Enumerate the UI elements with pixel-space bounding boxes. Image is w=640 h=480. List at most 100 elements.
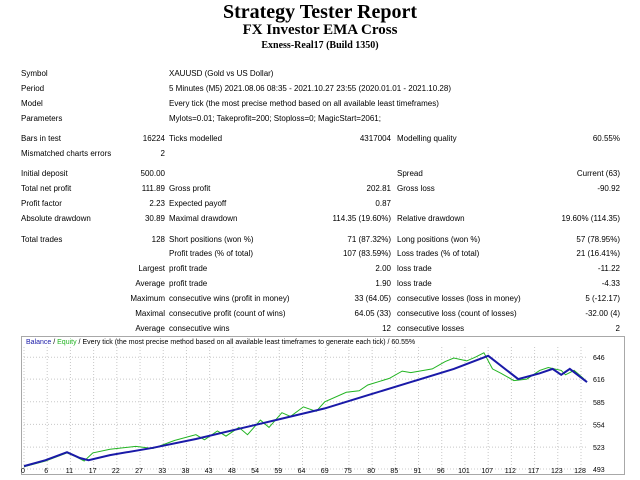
x-tick-label: 54 — [251, 468, 259, 475]
x-axis-labels: 0 6 11 17 22 27 33 38 43 48 54 59 64 69 75 80 85 91 96 101 1… — [21, 468, 623, 480]
y-tick-label: 585 — [593, 400, 605, 407]
expected-payoff-value: 0.87 — [375, 199, 391, 208]
largest-loss-trade-value: -11.22 — [597, 264, 620, 273]
quality-label: Modelling quality — [397, 134, 457, 143]
x-tick-label: 11 — [65, 468, 74, 475]
average-consecutive-losses-label: consecutive losses — [397, 324, 465, 333]
maximal-drawdown-value: 114.35 (19.60%) — [332, 214, 391, 223]
x-tick-label: 22 — [111, 468, 120, 475]
x-tick-label: 48 — [227, 468, 236, 475]
x-tick-label: 128 — [574, 468, 586, 475]
period-value: 5 Minutes (M5) 2021.08.06 08:35 - 2021.1… — [169, 84, 451, 93]
net-profit-value: 111.89 — [141, 184, 165, 193]
deposit-label: Initial deposit — [21, 169, 68, 178]
x-tick-label: 38 — [181, 468, 190, 475]
average-profit-trade-value: 1.90 — [375, 279, 391, 288]
expected-payoff-label: Expected payoff — [169, 199, 227, 208]
x-tick-label: 27 — [135, 468, 143, 475]
gross-profit-label: Gross profit — [169, 184, 211, 193]
x-tick-label: 75 — [344, 468, 352, 475]
maximal-consecutive-loss-label: consecutive loss (count of losses) — [397, 309, 517, 318]
max-consecutive-wins-value: 33 (64.05) — [354, 294, 391, 303]
largest-profit-trade-value: 2.00 — [375, 264, 391, 273]
spread-label: Spread — [397, 169, 423, 178]
y-tick-label: 554 — [593, 422, 605, 429]
average-profit-trade-label: profit trade — [169, 279, 208, 288]
average-consecutive-wins-value: 12 — [382, 324, 391, 333]
x-tick-label: 123 — [550, 468, 563, 475]
absolute-drawdown-label: Absolute drawdown — [21, 214, 91, 223]
model-label: Model — [21, 99, 43, 108]
max-consecutive-wins-label: consecutive wins (profit in money) — [169, 294, 290, 303]
maximal-consecutive-profit-label: consecutive profit (count of wins) — [169, 309, 286, 318]
maximal-consecutive-profit-value: 64.05 (33) — [354, 309, 391, 318]
maximal-label: Maximal — [135, 309, 165, 318]
x-tick-label: 17 — [88, 468, 97, 475]
relative-drawdown-value: 19.60% (114.35) — [561, 214, 620, 223]
x-tick-label: 117 — [527, 468, 540, 475]
x-tick-label: 96 — [436, 468, 445, 475]
ticks-value: 4317004 — [359, 134, 391, 143]
long-positions-label: Long positions (won %) — [397, 235, 481, 244]
largest-profit-trade-label: profit trade — [169, 264, 208, 273]
x-tick-label: 0 — [21, 468, 25, 475]
legend-description: / Every tick (the most precise method ba… — [76, 339, 416, 346]
spread-value: Current (63) — [576, 169, 620, 178]
mismatch-value: 2 — [160, 149, 165, 158]
average-label: Average — [135, 279, 165, 288]
short-positions-value: 71 (87.32%) — [347, 235, 391, 244]
mismatch-label: Mismatched charts errors — [21, 149, 112, 158]
expert-name: FX Investor EMA Cross — [242, 22, 398, 38]
maximal-consecutive-loss-value: -32.00 (4) — [585, 309, 620, 318]
gross-loss-value: -90.92 — [597, 184, 620, 193]
x-tick-label: 43 — [204, 468, 213, 475]
model-value: Every tick (the most precise method base… — [169, 99, 439, 108]
deposit-value: 500.00 — [140, 169, 165, 178]
x-tick-label: 91 — [413, 468, 422, 475]
report-title: Strategy Tester Report — [222, 1, 418, 23]
balance-line — [23, 354, 588, 468]
profit-trades-label: Profit trades (% of total) — [169, 249, 254, 258]
x-tick-label: 101 — [458, 468, 470, 475]
quality-value: 60.55% — [592, 134, 620, 143]
y-tick-label: 523 — [593, 445, 605, 452]
total-trades-value: 128 — [151, 235, 165, 244]
largest-loss-trade-label: loss trade — [397, 264, 432, 273]
balance-equity-chart: 493 523 554 585 616 646 Balance / Equity / Ev… — [21, 336, 625, 475]
average-loss-trade-label: loss trade — [397, 279, 432, 288]
y-tick-label: 616 — [593, 377, 605, 384]
average-consecutive-losses-value: 2 — [615, 324, 620, 333]
relative-drawdown-label: Relative drawdown — [397, 214, 465, 223]
equity-line — [23, 352, 588, 468]
average-loss-trade-value: -4.33 — [601, 279, 620, 288]
long-positions-value: 57 (78.95%) — [576, 235, 620, 244]
legend-balance: Balance — [26, 339, 52, 346]
symbol-value: XAUUSD (Gold vs US Dollar) — [169, 69, 274, 78]
profit-factor-label: Profit factor — [21, 199, 62, 208]
x-tick-label: 33 — [158, 468, 167, 475]
x-tick-label: 64 — [297, 468, 306, 475]
symbol-label: Symbol — [21, 69, 48, 78]
parameters-label: Parameters — [21, 114, 63, 123]
net-profit-label: Total net profit — [21, 184, 72, 193]
max-consecutive-losses-value: 5 (-12.17) — [585, 294, 620, 303]
loss-trades-value: 21 (16.41%) — [576, 249, 620, 258]
absolute-drawdown-value: 30.89 — [144, 214, 165, 223]
x-tick-label: 112 — [504, 468, 516, 475]
max-consecutive-losses-label: consecutive losses (loss in money) — [397, 294, 521, 303]
largest-label: Largest — [138, 264, 165, 273]
x-tick-label: 69 — [320, 468, 329, 475]
x-tick-label: 59 — [274, 468, 283, 475]
x-tick-label: 80 — [367, 468, 376, 475]
parameters-value: Mylots=0.01; Takeprofit=200; Stoploss=0;… — [169, 114, 381, 123]
average-consecutive-label: Average — [135, 324, 165, 333]
short-positions-label: Short positions (won %) — [169, 235, 254, 244]
y-tick-label: 646 — [593, 355, 605, 362]
bars-value: 16224 — [142, 134, 165, 143]
maximal-drawdown-label: Maximal drawdown — [169, 214, 238, 223]
legend-equity: Equity — [57, 339, 77, 346]
profit-trades-value: 107 (83.59%) — [342, 249, 391, 258]
x-tick-label: 6 — [44, 468, 49, 475]
loss-trades-label: Loss trades (% of total) — [397, 249, 480, 258]
